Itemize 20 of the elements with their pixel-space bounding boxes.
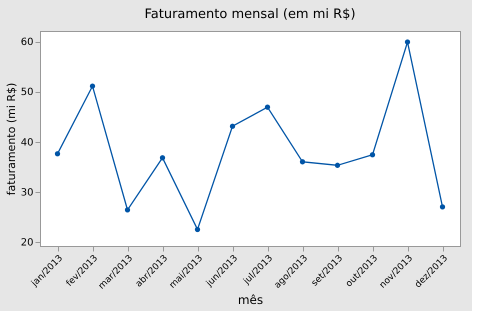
point	[124, 207, 130, 213]
point	[300, 159, 306, 164]
point	[440, 204, 446, 210]
point	[194, 226, 200, 232]
point	[404, 39, 410, 45]
y-tick-label: 60	[20, 37, 34, 48]
point	[370, 152, 376, 158]
point	[334, 162, 340, 168]
point	[90, 83, 96, 89]
chart-title: Faturamento mensal (em mi R$)	[144, 7, 356, 22]
y-tick-label: 20	[20, 237, 34, 248]
point	[264, 104, 270, 110]
y-axis-title: faturamento (mi R$)	[4, 82, 18, 196]
point	[230, 124, 236, 129]
point	[54, 151, 60, 156]
point	[160, 155, 166, 160]
y-tick-label: 50	[20, 87, 34, 98]
x-axis-title: mês	[238, 292, 264, 307]
y-tick-label: 30	[20, 187, 34, 198]
y-tick-label: 40	[20, 137, 34, 148]
